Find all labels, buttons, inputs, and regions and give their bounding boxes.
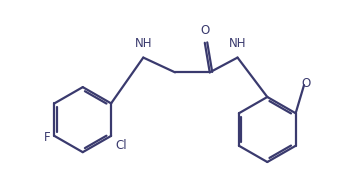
Text: NH: NH — [229, 37, 246, 50]
Text: NH: NH — [135, 37, 152, 50]
Text: O: O — [200, 24, 209, 37]
Text: F: F — [44, 131, 51, 144]
Text: Cl: Cl — [115, 139, 127, 152]
Text: O: O — [302, 77, 311, 90]
